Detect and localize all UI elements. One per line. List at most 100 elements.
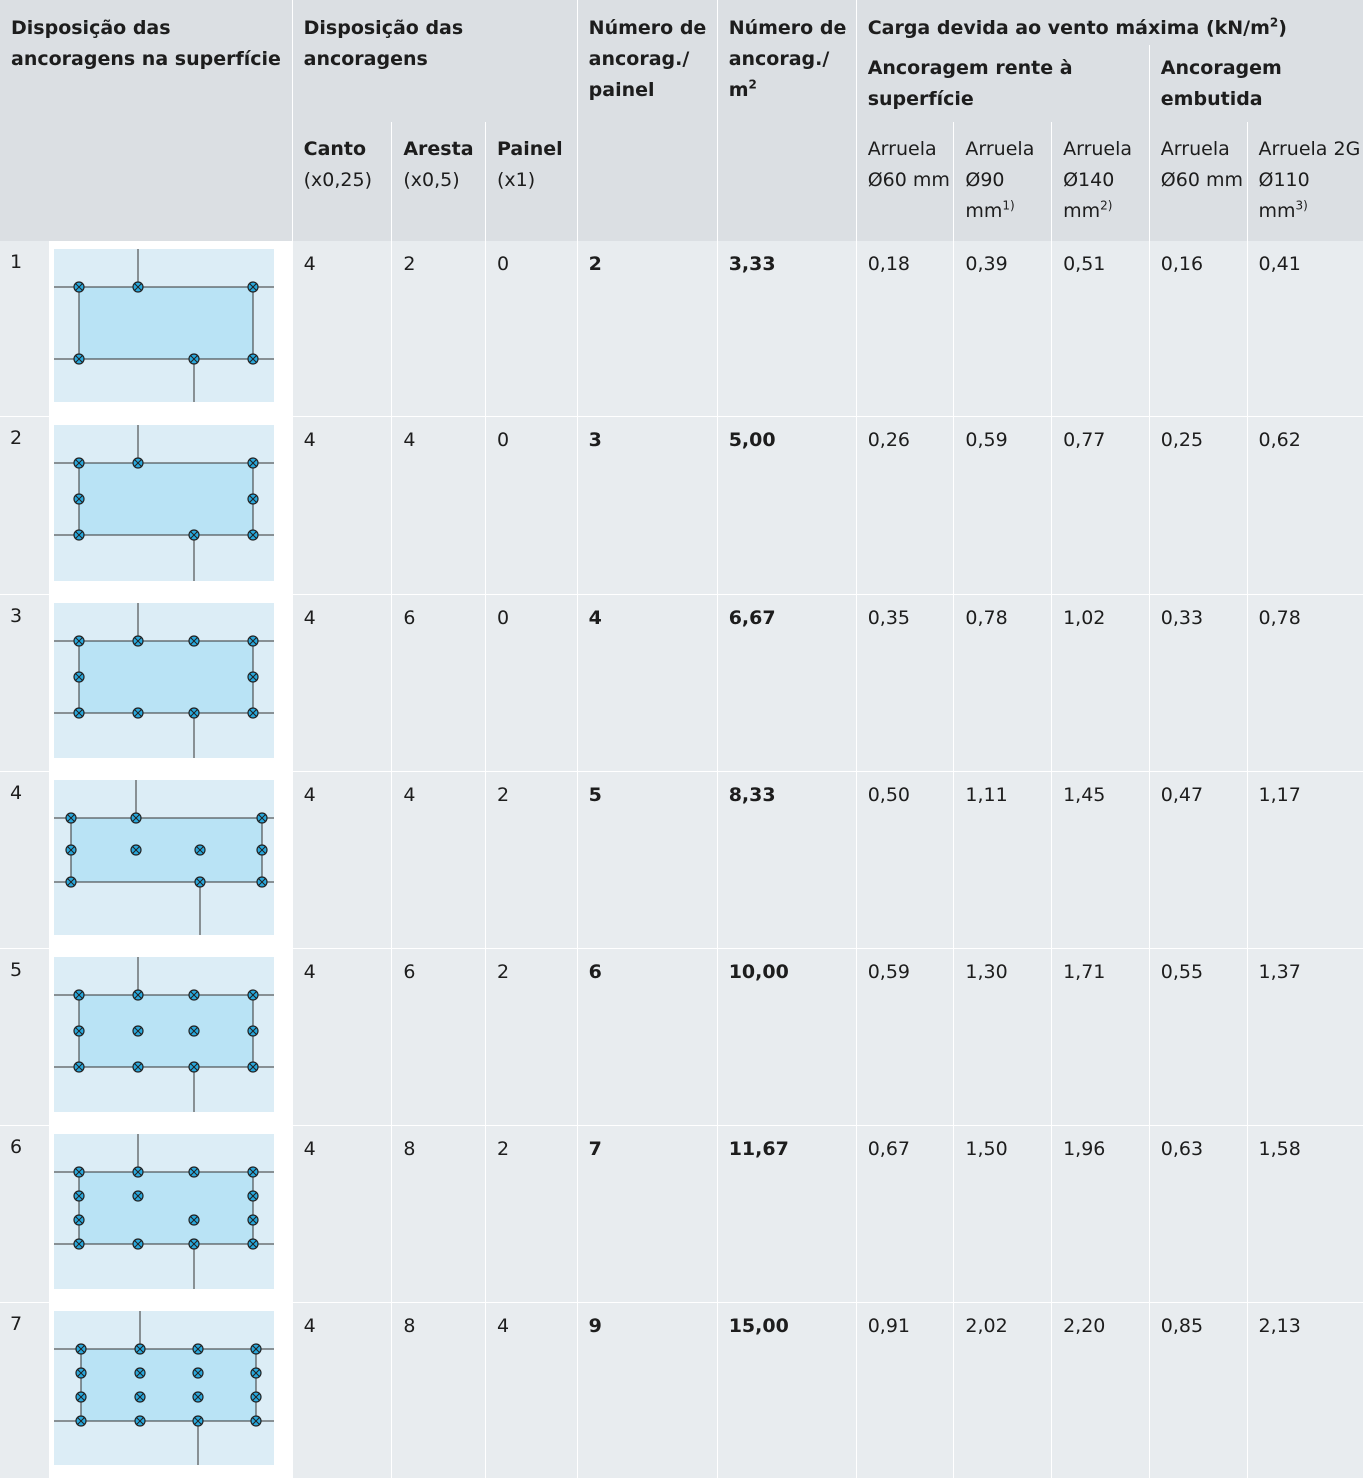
row-number: 5 bbox=[0, 947, 50, 1125]
row-number: 4 bbox=[0, 770, 50, 948]
anchor-point bbox=[134, 1390, 146, 1403]
panel-shape bbox=[70, 817, 263, 882]
header-washer-60: Arruela Ø60 mm bbox=[855, 122, 954, 241]
cell-e60: 0,47 bbox=[1148, 770, 1247, 948]
header-wind-load-close: ) bbox=[1278, 17, 1287, 39]
cell-e110: 0,78 bbox=[1246, 593, 1363, 771]
cell-w140: 0,51 bbox=[1051, 241, 1150, 416]
cell-e110: 0,62 bbox=[1246, 415, 1363, 594]
row-diagram-cell bbox=[49, 1124, 293, 1302]
header-edge: Aresta (x0,5) bbox=[391, 122, 486, 241]
anchor-point bbox=[188, 1024, 200, 1037]
anchor-point bbox=[247, 706, 259, 719]
cell-edge: 6 bbox=[391, 947, 486, 1125]
cell-w90: 1,50 bbox=[953, 1124, 1052, 1302]
anchor-point bbox=[65, 811, 77, 824]
washer-sup: 1) bbox=[1002, 198, 1015, 213]
anchor-point bbox=[132, 1165, 144, 1178]
anchor-point bbox=[247, 1060, 259, 1073]
cell-w90: 2,02 bbox=[953, 1301, 1052, 1478]
cell-w90: 0,78 bbox=[953, 593, 1052, 771]
panel-shape bbox=[78, 640, 254, 713]
table-row: 5 4 6 2 6 10,00 0,59 1,30 1,71 0,55 1,37 bbox=[0, 947, 1363, 1125]
cell-w90: 0,39 bbox=[953, 241, 1052, 416]
cell-panel: 2 bbox=[485, 1124, 578, 1302]
anchor-point bbox=[75, 1390, 87, 1403]
row-diagram-cell bbox=[49, 241, 293, 416]
cell-corner: 4 bbox=[291, 1124, 392, 1302]
anchor-point bbox=[247, 353, 259, 365]
anchor-layout-diagram bbox=[54, 956, 275, 1112]
anchor-point bbox=[250, 1414, 262, 1427]
anchor-point bbox=[73, 706, 85, 719]
cell-w60: 0,50 bbox=[855, 770, 954, 948]
anchor-point bbox=[75, 1414, 87, 1427]
row-diagram-cell bbox=[49, 770, 293, 948]
row-diagram-cell bbox=[49, 593, 293, 771]
anchor-point bbox=[73, 1189, 85, 1202]
anchor-point bbox=[192, 1342, 204, 1355]
cell-per-panel: 2 bbox=[576, 241, 718, 416]
header-per-panel: Número de ancorag./ painel bbox=[576, 0, 718, 241]
anchor-point bbox=[250, 1342, 262, 1355]
anchor-layout-diagram bbox=[54, 602, 275, 758]
washer-sup: 2) bbox=[1100, 198, 1113, 213]
anchor-point bbox=[247, 281, 259, 293]
anchor-point bbox=[247, 670, 259, 683]
cell-panel: 2 bbox=[485, 770, 578, 948]
anchor-point bbox=[247, 456, 259, 469]
washer-sup: 3) bbox=[1295, 198, 1308, 213]
header-layout-surface: Disposição das ancoragens na superfície bbox=[0, 0, 293, 241]
cell-w60: 0,91 bbox=[855, 1301, 954, 1478]
cell-per-panel: 7 bbox=[576, 1124, 718, 1302]
anchor-point bbox=[188, 988, 200, 1001]
anchor-layout-diagram bbox=[54, 249, 275, 402]
header-corner-mult: (x0,25) bbox=[303, 169, 372, 191]
cell-per-m2: 3,33 bbox=[716, 241, 857, 416]
anchor-point bbox=[188, 1237, 200, 1250]
cell-panel: 0 bbox=[485, 415, 578, 594]
header-embedded-anchor: Ancoragem embutida bbox=[1148, 45, 1363, 122]
cell-per-m2: 5,00 bbox=[716, 415, 857, 594]
cell-e60: 0,85 bbox=[1148, 1301, 1247, 1478]
anchor-point bbox=[65, 875, 77, 888]
cell-w60: 0,67 bbox=[855, 1124, 954, 1302]
cell-per-panel: 3 bbox=[576, 415, 718, 594]
header-layout: Disposição das ancoragens bbox=[291, 0, 578, 122]
washer-label: Arruela 2G Ø110 mm bbox=[1258, 138, 1361, 222]
cell-per-m2: 15,00 bbox=[716, 1301, 857, 1478]
cell-e110: 1,17 bbox=[1246, 770, 1363, 948]
cell-e60: 0,16 bbox=[1148, 241, 1247, 416]
header-wind-load: Carga devida ao vento máxima (kN/m2) bbox=[855, 0, 1363, 45]
anchor-layout-diagram bbox=[54, 424, 275, 581]
cell-w60: 0,26 bbox=[855, 415, 954, 594]
anchor-point bbox=[73, 1165, 85, 1178]
header-edge-label: Aresta bbox=[403, 138, 474, 160]
anchor-layout-diagram bbox=[54, 1133, 275, 1289]
cell-w60: 0,59 bbox=[855, 947, 954, 1125]
anchor-point bbox=[256, 811, 268, 824]
cell-e110: 1,58 bbox=[1246, 1124, 1363, 1302]
cell-e60: 0,33 bbox=[1148, 593, 1247, 771]
header-wind-load-sup: 2 bbox=[1269, 15, 1279, 30]
washer-label: Arruela Ø60 mm bbox=[867, 138, 950, 191]
anchor-point bbox=[192, 1390, 204, 1403]
anchor-point bbox=[250, 1366, 262, 1379]
anchor-point bbox=[73, 1060, 85, 1073]
row-number: 2 bbox=[0, 415, 50, 594]
anchor-point bbox=[73, 456, 85, 469]
header-flush-anchor: Ancoragem rente à superfície bbox=[855, 45, 1150, 122]
header-panel-mult: (x1) bbox=[497, 169, 536, 191]
cell-edge: 8 bbox=[391, 1301, 486, 1478]
anchor-point bbox=[247, 1024, 259, 1037]
anchor-point bbox=[188, 1213, 200, 1226]
header-washer-140: Arruela Ø140 mm2) bbox=[1051, 122, 1150, 241]
row-diagram-cell bbox=[49, 415, 293, 594]
anchor-point bbox=[132, 1024, 144, 1037]
header-per-m2-sup: 2 bbox=[748, 77, 757, 92]
table-body: 1 4 2 0 2 3,33 0,18 0,39 0,51 0,16 0,41 2 4 4 0 3 5,00 0,… bbox=[0, 241, 1363, 1478]
cell-panel: 0 bbox=[485, 593, 578, 771]
anchor-point bbox=[73, 1237, 85, 1250]
cell-w90: 1,30 bbox=[953, 947, 1052, 1125]
anchor-point bbox=[256, 875, 268, 888]
